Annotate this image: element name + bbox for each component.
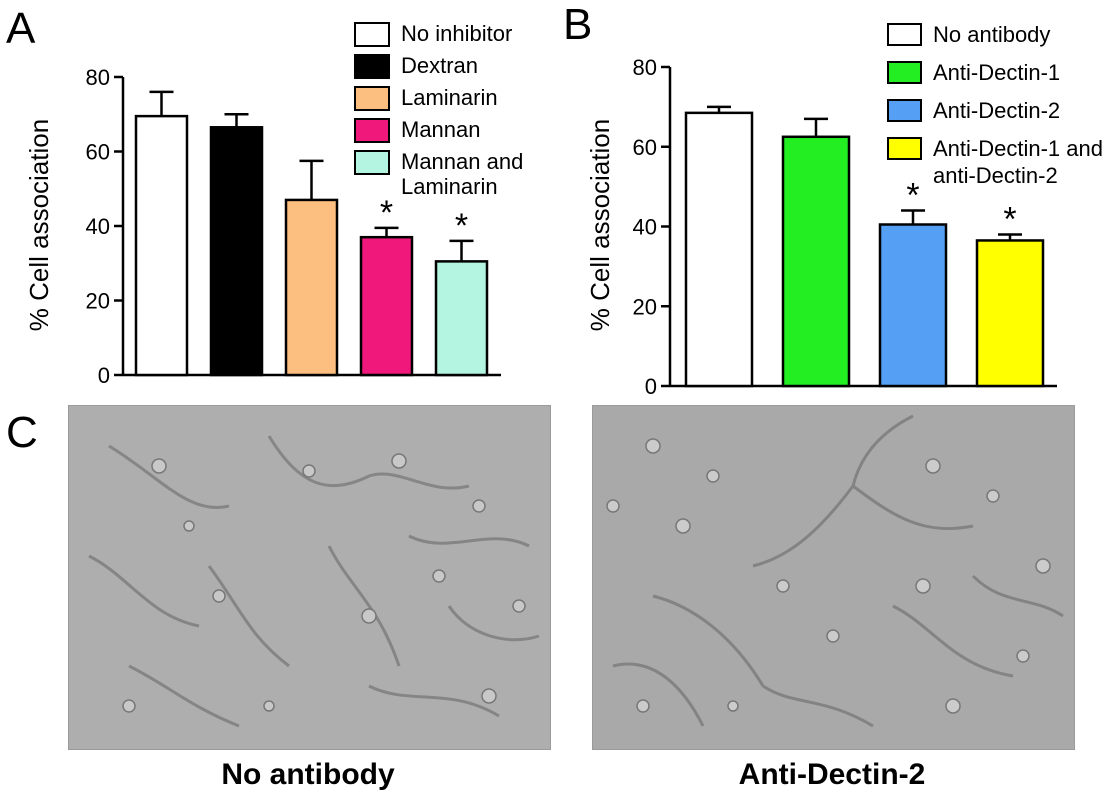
y-tick-label: 0 xyxy=(645,374,657,399)
bar-5 xyxy=(434,260,489,377)
legend-swatch-1 xyxy=(354,22,390,47)
bar-1 xyxy=(134,114,189,377)
bar-2 xyxy=(781,135,851,388)
legend-swatch-4 xyxy=(887,137,922,160)
legend-label-2: Dextran xyxy=(401,53,478,78)
micrograph-no-antibody-image xyxy=(69,406,550,749)
legend-swatch-3 xyxy=(354,86,390,111)
y-tick-label: 0 xyxy=(98,363,110,388)
y-tick-label: 80 xyxy=(86,65,110,90)
y-axis-label: % Cell association xyxy=(24,119,54,331)
bar-charts: 0 20 40 60 80 % Cell association * * No inhibito… xyxy=(24,21,1103,399)
significance-marker: * xyxy=(1003,200,1016,238)
legend-label-4: anti-Dectin-2 xyxy=(933,163,1058,188)
y-tick-label: 20 xyxy=(633,294,657,319)
caption-no-antibody: No antibody xyxy=(221,758,395,791)
chart-b: 0 20 40 60 80 % Cell association * * No antibody… xyxy=(585,22,1103,399)
significance-marker: * xyxy=(455,207,468,245)
legend-label-4: Anti-Dectin-1 and xyxy=(933,136,1103,161)
y-tick-label: 20 xyxy=(86,289,110,314)
legend-label-3: Anti-Dectin-2 xyxy=(933,98,1060,123)
legend-label-1: No antibody xyxy=(933,22,1050,47)
bar-3 xyxy=(878,223,948,388)
y-tick-label: 60 xyxy=(633,135,657,160)
bar-4 xyxy=(975,239,1045,388)
legend-label-3: Laminarin xyxy=(401,85,498,110)
panel-b-letter: B xyxy=(563,0,593,49)
legend-swatch-2 xyxy=(354,54,390,79)
chart-a: 0 20 40 60 80 % Cell association * * No inhibito… xyxy=(24,21,523,388)
caption-anti-dectin-2: Anti-Dectin-2 xyxy=(738,758,926,791)
legend-label-4: Mannan xyxy=(401,117,481,142)
panel-c-letter: C xyxy=(6,408,38,457)
bar-1 xyxy=(684,111,754,388)
legend-swatch-3 xyxy=(887,99,922,122)
legend-label-5: Laminarin xyxy=(401,174,498,199)
micrograph-anti-dectin-2-image xyxy=(593,406,1074,749)
legend-label-5: Mannan and xyxy=(401,149,523,174)
bar-2 xyxy=(209,126,264,377)
bar-4 xyxy=(359,235,414,377)
y-tick-label: 40 xyxy=(86,214,110,239)
y-tick-label: 80 xyxy=(633,55,657,80)
significance-marker: * xyxy=(380,194,393,232)
panel-a-letter: A xyxy=(6,4,36,53)
legend-swatch-1 xyxy=(887,23,922,46)
legend-swatch-5 xyxy=(354,150,390,175)
y-tick-label: 60 xyxy=(86,140,110,165)
legend-swatch-2 xyxy=(887,61,922,84)
legend-label-1: No inhibitor xyxy=(401,21,512,46)
bar-3 xyxy=(284,198,339,377)
micrograph-no-antibody xyxy=(68,405,551,750)
micrograph-anti-dectin-2 xyxy=(592,405,1075,750)
significance-marker: * xyxy=(906,177,919,215)
legend-label-2: Anti-Dectin-1 xyxy=(933,60,1060,85)
y-tick-label: 40 xyxy=(633,215,657,240)
y-axis-label: % Cell association xyxy=(585,119,615,331)
legend-swatch-4 xyxy=(354,118,390,143)
